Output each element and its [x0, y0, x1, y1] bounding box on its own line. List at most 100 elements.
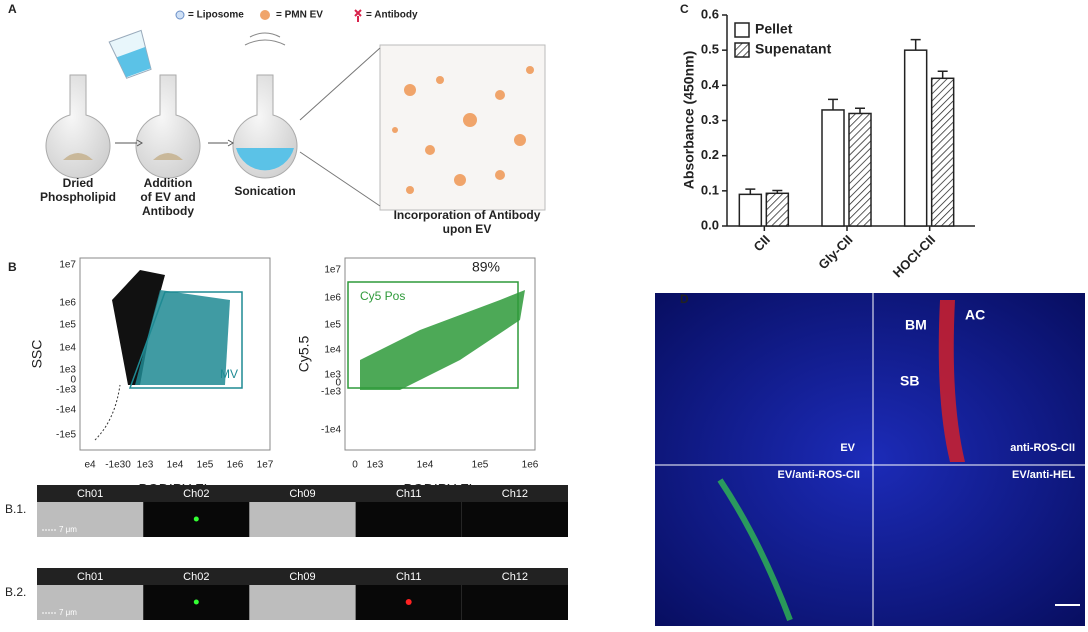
- x-tick-label: HOCl-CII: [890, 232, 938, 280]
- step-label: Addition: [144, 176, 193, 190]
- channel-image: [249, 502, 356, 537]
- error-bar: [937, 70, 948, 79]
- row-label: B.1.: [5, 502, 26, 516]
- channel-image: [461, 502, 568, 537]
- step-label: upon EV: [443, 222, 492, 236]
- quadrant-label: EV/anti-HEL: [1012, 469, 1075, 481]
- strip-header: [37, 568, 568, 585]
- region-label: BM: [905, 317, 927, 333]
- channel-label: Ch09: [289, 488, 315, 500]
- step-label: Sonication: [234, 184, 295, 198]
- channel-label: Ch01: [77, 571, 103, 583]
- y-tick-label: 1e3: [324, 370, 341, 381]
- x-tick-label: -1e30: [105, 460, 131, 471]
- y-tick-label: 1e5: [324, 320, 341, 331]
- bar: [821, 109, 845, 227]
- event-dot: [193, 599, 199, 605]
- quadrant-label: EV/anti-ROS-CII: [777, 469, 860, 481]
- error-bar: [910, 38, 921, 51]
- y-tick-label: 0.0: [701, 217, 719, 232]
- panel-d-art: [655, 293, 1085, 626]
- y-tick-label: -1e4: [56, 405, 76, 416]
- legend-text: = PMN EV: [276, 10, 323, 21]
- y-axis-label: SSC: [29, 340, 45, 369]
- panel-label: C: [680, 2, 689, 16]
- region-label: SB: [900, 373, 919, 389]
- bar: [930, 77, 955, 227]
- event-dot: [193, 516, 199, 522]
- x-tick-label: 1e5: [197, 460, 214, 471]
- channel-image: [249, 585, 356, 620]
- bar: [738, 193, 763, 227]
- step-label: Antibody: [142, 204, 194, 218]
- panel-label: D: [680, 292, 689, 306]
- bar: [848, 112, 872, 227]
- bar: [903, 49, 928, 227]
- panel-a-art: [45, 9, 546, 211]
- channel-image: [37, 502, 144, 537]
- y-tick-label: 0.2: [701, 147, 719, 162]
- x-tick-label: 1e4: [167, 460, 184, 471]
- error-bar: [772, 189, 783, 194]
- y-tick-label: 1e6: [59, 298, 76, 309]
- x-tick-label: 1e7: [257, 460, 274, 471]
- legend-text: = Liposome: [188, 10, 244, 21]
- y-tick-label: 0.4: [701, 77, 720, 92]
- error-bar: [855, 107, 865, 114]
- y-tick-label: 0.5: [701, 42, 719, 57]
- step-label: of EV and: [140, 190, 195, 204]
- y-tick-label: 0.6: [701, 6, 719, 21]
- legend-text: = Antibody: [366, 10, 418, 21]
- y-axis-label: Cy5.5: [296, 336, 312, 373]
- gate-label: MV: [220, 367, 238, 381]
- x-tick-label: 1e3: [367, 460, 384, 471]
- channel-label: Ch09: [289, 571, 315, 583]
- x-tick-label: 1e6: [522, 460, 539, 471]
- legend-swatch: [734, 42, 750, 58]
- legend-label: Supenatant: [755, 41, 832, 57]
- channel-label: Ch11: [396, 488, 421, 500]
- x-tick-label: 0: [352, 460, 358, 471]
- y-tick-label: 1e4: [59, 343, 76, 354]
- channel-label: Ch12: [502, 488, 528, 500]
- y-tick-label: 0.1: [701, 182, 719, 197]
- x-tick-label: 1e6: [227, 460, 244, 471]
- y-tick-label: -1e4: [321, 425, 341, 436]
- y-tick-label: -1e5: [56, 430, 76, 441]
- region-label: AC: [965, 307, 985, 323]
- scale-label: 7 μm: [59, 608, 77, 617]
- y-tick-label: 1e3: [59, 365, 76, 376]
- y-tick-label: -1e3: [321, 387, 341, 398]
- channel-image: [355, 502, 462, 537]
- x-tick-label: 1e5: [472, 460, 489, 471]
- strip-header: [37, 485, 568, 502]
- y-tick-label: 0.3: [701, 112, 719, 127]
- legend-swatch: [734, 22, 750, 38]
- panel-label: A: [8, 2, 17, 16]
- event-dot: [405, 599, 412, 605]
- y-tick-label: 1e7: [59, 260, 76, 271]
- quadrant-label: anti-ROS-CII: [1010, 442, 1075, 454]
- y-tick-label: 1e4: [324, 345, 341, 356]
- panel-b-art: [79, 257, 536, 451]
- y-tick-label: -1e3: [56, 385, 76, 396]
- scale-label: 7 μm: [59, 525, 77, 534]
- x-tick-label: 1e3: [137, 460, 154, 471]
- channel-label: Ch01: [77, 488, 103, 500]
- legend-label: Pellet: [755, 21, 793, 37]
- y-tick-label: 1e7: [324, 265, 341, 276]
- quadrant-label: EV: [840, 442, 855, 454]
- y-tick-label: 1e6: [324, 293, 341, 304]
- percent-label: 89%: [472, 259, 500, 275]
- x-tick-label: CII: [751, 232, 773, 254]
- step-label: Phospholipid: [40, 190, 116, 204]
- y-axis-label: Absorbance (450nm): [681, 51, 697, 189]
- channel-image: [461, 585, 568, 620]
- y-tick-label: 0: [335, 378, 341, 389]
- channel-label: Ch12: [502, 571, 528, 583]
- row-label: B.2.: [5, 585, 26, 599]
- step-label: Dried: [63, 176, 94, 190]
- x-tick-label: 1e4: [417, 460, 434, 471]
- step-label: Incorporation of Antibody: [394, 208, 541, 222]
